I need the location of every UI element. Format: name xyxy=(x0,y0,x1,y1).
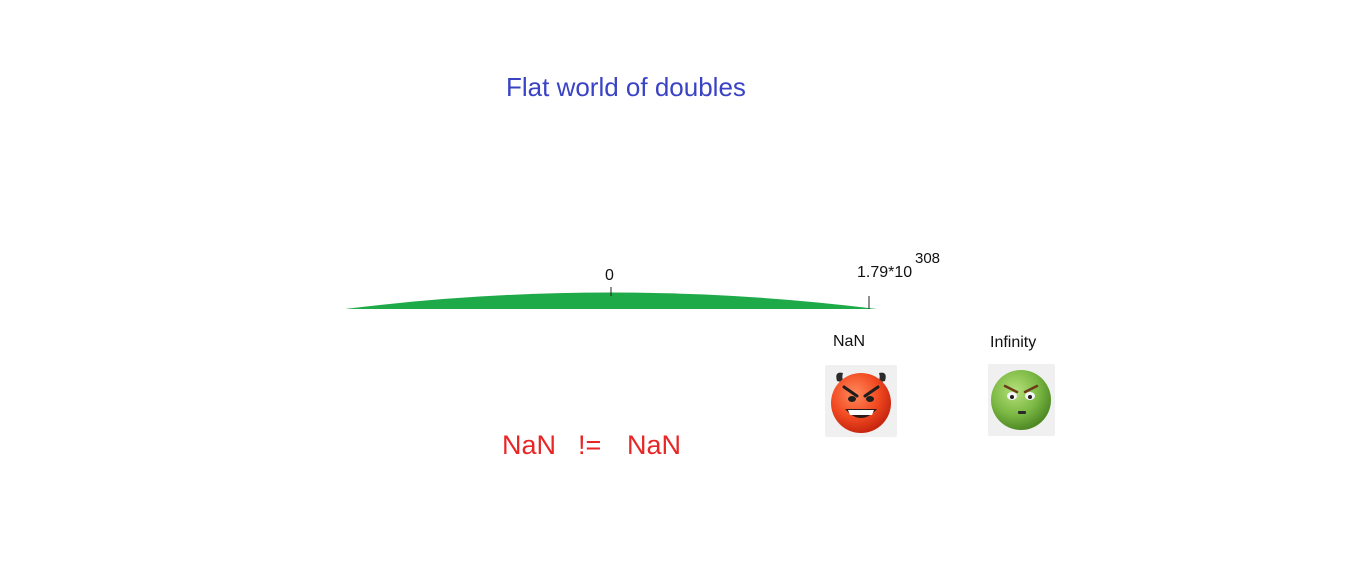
page-title: Flat world of doubles xyxy=(506,72,746,102)
grumpy-green-face-icon xyxy=(988,364,1055,436)
infinity-label: Infinity xyxy=(990,334,1037,351)
nan-label: NaN xyxy=(833,333,866,350)
max-double-label: 1.79*10 xyxy=(857,264,913,281)
flat-world-shape xyxy=(345,292,877,309)
inequality-operator: != xyxy=(578,430,602,460)
angry-devil-face-icon xyxy=(825,365,897,437)
inequality-right-operand: NaN xyxy=(627,430,682,460)
inequality-left-operand: NaN xyxy=(502,430,557,460)
zero-label: 0 xyxy=(605,267,614,284)
max-double-exponent: 308 xyxy=(915,250,941,267)
